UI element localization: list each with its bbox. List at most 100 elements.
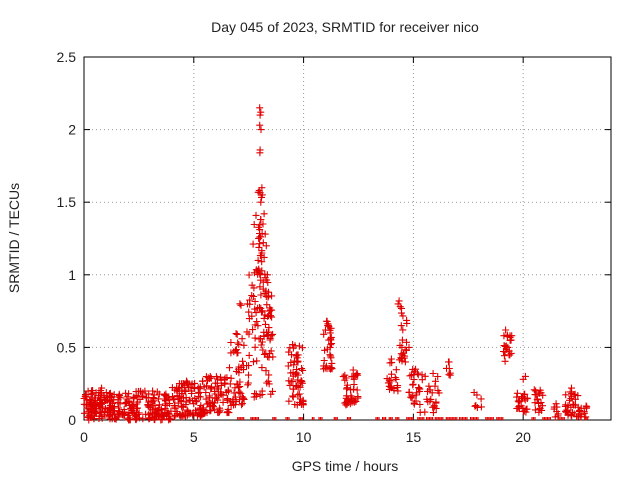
data-point xyxy=(322,326,329,334)
data-point xyxy=(225,387,232,395)
data-point xyxy=(347,392,355,400)
data-point xyxy=(136,388,144,395)
data-point xyxy=(232,330,240,338)
data-point xyxy=(383,375,391,383)
data-point xyxy=(234,339,242,347)
y-tick-label: 0.5 xyxy=(57,339,77,355)
data-point xyxy=(346,400,354,408)
data-point xyxy=(200,409,208,417)
data-point xyxy=(183,378,191,386)
data-point xyxy=(536,386,544,394)
data-point xyxy=(324,322,332,330)
data-point xyxy=(124,411,132,419)
data-point xyxy=(108,393,116,401)
data-point xyxy=(297,400,305,408)
data-point xyxy=(208,383,215,391)
data-point xyxy=(254,188,262,196)
data-point xyxy=(350,398,358,406)
data-point xyxy=(80,400,88,408)
data-point xyxy=(123,393,131,401)
data-point xyxy=(149,387,157,395)
data-point xyxy=(523,405,531,413)
data-point xyxy=(293,401,301,409)
data-point xyxy=(394,382,402,390)
data-point xyxy=(253,318,261,325)
data-point xyxy=(408,392,416,400)
data-point xyxy=(256,121,264,129)
data-point xyxy=(192,398,200,406)
data-point xyxy=(254,267,262,275)
data-point xyxy=(215,392,223,400)
data-point xyxy=(230,389,238,397)
data-point xyxy=(507,336,515,344)
data-point xyxy=(500,332,508,340)
data-point xyxy=(554,410,562,418)
data-point xyxy=(259,285,267,293)
data-point xyxy=(233,380,241,388)
data-point xyxy=(568,412,576,420)
data-point xyxy=(83,413,91,421)
data-point xyxy=(235,388,243,396)
data-point xyxy=(323,317,331,325)
data-point xyxy=(516,397,524,405)
data-point xyxy=(521,372,529,380)
data-point xyxy=(325,323,333,331)
data-point xyxy=(254,322,262,330)
data-point xyxy=(182,394,190,402)
data-point xyxy=(388,370,395,378)
data-point xyxy=(553,403,561,411)
data-point xyxy=(409,381,417,389)
data-point xyxy=(552,400,560,408)
data-point xyxy=(155,401,163,409)
data-point xyxy=(144,402,152,410)
data-point xyxy=(504,343,512,351)
data-point xyxy=(245,308,253,316)
data-point xyxy=(343,385,350,393)
data-point xyxy=(418,376,426,384)
data-point xyxy=(142,394,150,402)
data-point xyxy=(401,346,409,354)
data-point xyxy=(226,364,233,372)
data-point xyxy=(262,242,270,250)
data-point xyxy=(250,293,258,300)
data-point xyxy=(401,358,409,366)
data-point xyxy=(563,406,571,414)
plot-frame xyxy=(83,56,612,421)
data-point xyxy=(171,396,179,403)
data-point xyxy=(395,297,403,305)
data-point xyxy=(145,411,153,419)
data-point xyxy=(111,403,118,411)
data-point xyxy=(445,358,452,366)
data-point xyxy=(320,330,328,338)
data-point xyxy=(211,394,219,402)
data-point xyxy=(255,243,263,251)
data-point xyxy=(264,331,272,339)
data-point xyxy=(403,338,410,346)
data-point xyxy=(237,364,245,372)
data-point xyxy=(201,408,209,416)
y-tick-label: 2.5 xyxy=(57,49,77,65)
data-point xyxy=(262,293,270,301)
data-point xyxy=(171,405,179,413)
data-point xyxy=(506,332,514,340)
data-point xyxy=(99,399,107,407)
data-point xyxy=(430,403,438,411)
data-point xyxy=(284,362,292,370)
data-point xyxy=(89,389,96,397)
data-point xyxy=(111,410,119,418)
data-point xyxy=(211,379,219,387)
data-point xyxy=(123,398,131,406)
data-point xyxy=(339,373,347,381)
data-point xyxy=(421,372,429,380)
data-point xyxy=(132,411,140,419)
data-point xyxy=(264,377,272,385)
data-point xyxy=(260,333,268,340)
data-point xyxy=(399,326,407,334)
data-point xyxy=(228,398,236,405)
data-point xyxy=(431,382,439,390)
data-point xyxy=(416,385,424,393)
data-point xyxy=(269,353,277,361)
data-point xyxy=(291,370,299,378)
data-point xyxy=(260,314,268,322)
